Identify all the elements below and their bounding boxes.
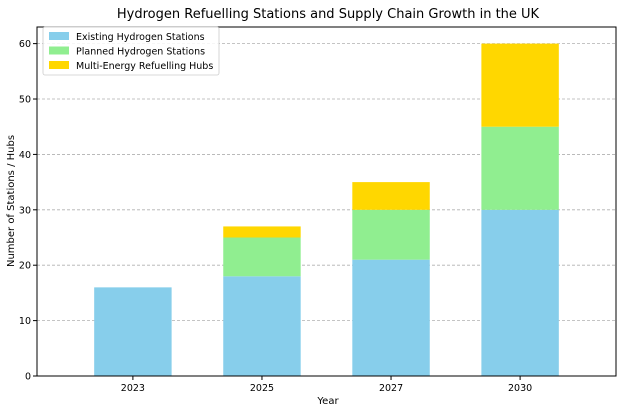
y-tick-label: 10 (19, 316, 31, 327)
y-tick-label: 30 (19, 205, 31, 216)
bar-planned-2025 (223, 237, 301, 277)
y-tick-label: 40 (19, 150, 31, 161)
bar-existing-2027 (352, 259, 430, 376)
plot-frame (36, 26, 617, 377)
bar-hub-2025 (223, 226, 301, 238)
bar-planned-2027 (352, 209, 430, 260)
x-tick-label: 2030 (508, 383, 532, 394)
x-tick-label: 2027 (379, 383, 403, 394)
legend-frame (42, 26, 220, 76)
legend-label: Multi-Energy Refuelling Hubs (76, 61, 213, 72)
y-axis-label: Number of Stations / Hubs (6, 135, 17, 267)
legend-swatch (49, 32, 69, 40)
legend-items: Existing Hydrogen Stations Planned Hydrog… (49, 32, 213, 72)
y-tick-label: 0 (25, 372, 31, 383)
legend-label: Existing Hydrogen Stations (76, 32, 205, 43)
chart-title: Hydrogen Refuelling Stations and Supply … (117, 7, 540, 22)
y-tick-label: 60 (19, 39, 31, 50)
bar-planned-2030 (481, 126, 559, 210)
bar-existing-2030 (481, 209, 559, 376)
bar-hub-2027 (352, 182, 430, 210)
legend: Existing Hydrogen Stations Planned Hydrog… (42, 26, 220, 76)
legend-label: Planned Hydrogen Stations (76, 47, 205, 58)
bar-layer (94, 43, 559, 376)
y-tick-label: 20 (19, 261, 31, 272)
bar-hub-2030 (481, 43, 559, 127)
y-tick-label: 50 (19, 95, 31, 106)
legend-swatch (49, 61, 69, 69)
legend-swatch (49, 46, 69, 55)
x-axis-label: Year (316, 396, 339, 407)
bar-existing-2023 (94, 287, 172, 376)
x-tick-label: 2023 (121, 383, 145, 394)
bar-existing-2025 (223, 276, 301, 376)
x-tick-label: 2025 (250, 383, 274, 394)
